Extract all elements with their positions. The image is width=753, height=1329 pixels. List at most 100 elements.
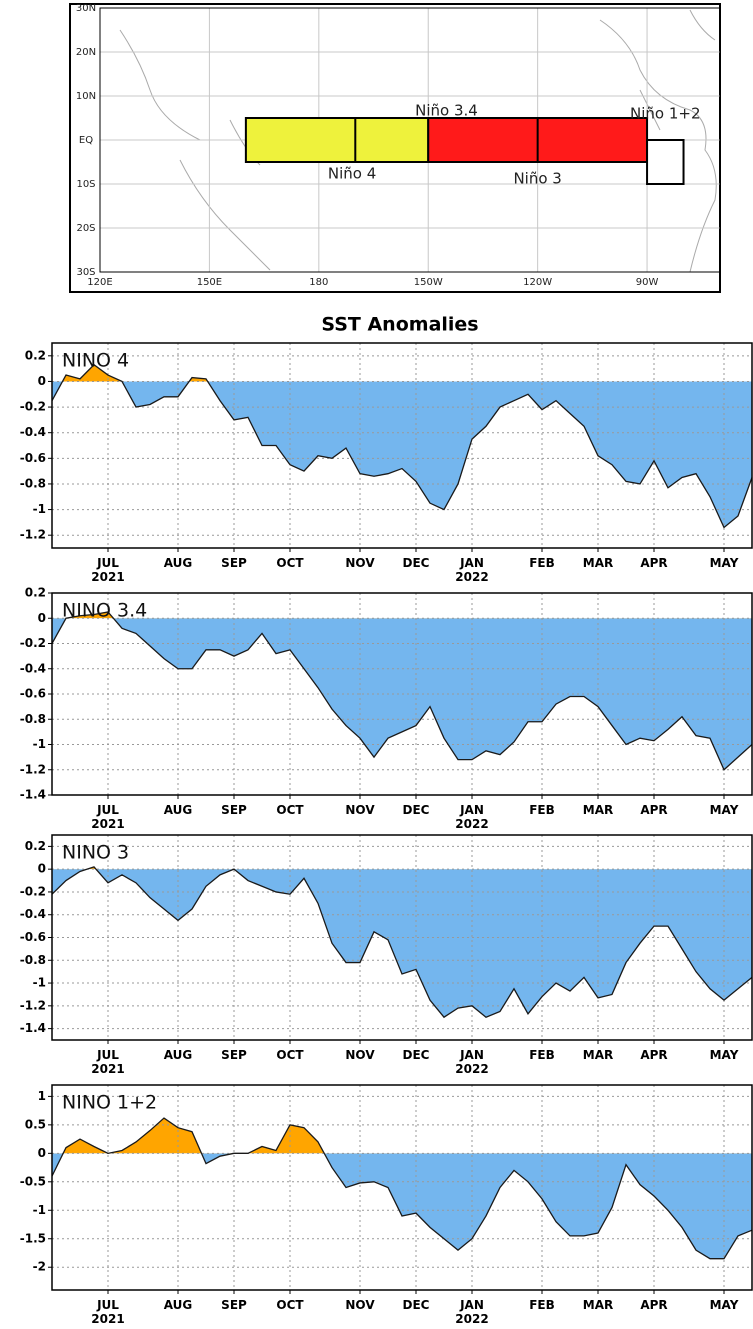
x-tick-label: APR <box>640 803 667 817</box>
y-tick-label: 1 <box>38 1089 46 1103</box>
y-tick-label: -1.4 <box>20 788 46 802</box>
x-tick-label: AUG <box>164 803 193 817</box>
y-tick-label: -1.2 <box>20 998 46 1012</box>
x-tick-label: NOV <box>345 556 375 570</box>
y-tick-label: -0.6 <box>20 930 46 944</box>
x-tick-label: NOV <box>345 1298 375 1312</box>
x-tick-label: SEP <box>221 803 247 817</box>
y-tick-label: -0.2 <box>20 400 46 414</box>
y-tick-label: 0 <box>38 374 46 388</box>
x-tick-label: MAR <box>583 556 613 570</box>
x-tick-label: MAR <box>583 1298 613 1312</box>
map-lon-label: 120E <box>87 277 112 288</box>
x-tick-label: AUG <box>164 556 193 570</box>
map-plot-frame <box>99 7 721 273</box>
x-tick-label: SEP <box>221 1298 247 1312</box>
map-lat-label: 10S <box>76 179 95 190</box>
coastline <box>119 9 717 273</box>
x-tick-label: OCT <box>276 803 304 817</box>
x-tick-label: MAR <box>583 803 613 817</box>
map-lon-label: 150E <box>197 277 222 288</box>
x-tick-label: JUL 2021 <box>91 556 124 584</box>
x-tick-label: APR <box>640 1298 667 1312</box>
y-tick-label: -0.4 <box>20 425 46 439</box>
map-lat-label: 30S <box>76 267 95 278</box>
y-tick-label: -2 <box>33 1260 46 1274</box>
anomaly-line <box>51 363 753 529</box>
map-lon-label: 150W <box>414 277 443 288</box>
y-tick-label: 0 <box>38 862 46 876</box>
x-tick-label: FEB <box>529 1298 555 1312</box>
y-tick-label: -0.8 <box>20 953 46 967</box>
x-tick-label: MAY <box>710 556 739 570</box>
y-tick-label: -1.5 <box>20 1231 46 1245</box>
y-tick-label: -0.6 <box>20 451 46 465</box>
y-tick-label: 0 <box>38 611 46 625</box>
y-tick-label: 0.2 <box>25 348 46 362</box>
x-tick-label: NOV <box>345 803 375 817</box>
panel-title: NINO 3 <box>62 842 129 864</box>
map-lat-label: 20N <box>76 47 96 58</box>
negative-area <box>52 869 752 1018</box>
y-tick-label: -0.4 <box>20 907 46 921</box>
negative-area <box>52 618 752 770</box>
x-tick-label: JUL 2021 <box>91 803 124 831</box>
x-tick-label: SEP <box>221 556 247 570</box>
x-tick-label: MAY <box>710 1048 739 1062</box>
y-tick-label: -1 <box>33 1203 46 1217</box>
map-lon-label: 120W <box>523 277 552 288</box>
map-lat-label: 10N <box>76 91 96 102</box>
x-tick-label: APR <box>640 1048 667 1062</box>
x-tick-label: DEC <box>403 1048 430 1062</box>
y-tick-label: -0.5 <box>20 1174 46 1188</box>
plot-frame <box>51 342 753 549</box>
x-tick-label: DEC <box>403 803 430 817</box>
region-label: Niño 1+2 <box>630 105 701 123</box>
y-tick-label: -0.4 <box>20 661 46 675</box>
y-tick-label: -0.2 <box>20 636 46 650</box>
x-tick-label: AUG <box>164 1048 193 1062</box>
x-tick-label: JAN 2022 <box>455 1048 488 1076</box>
x-tick-label: MAY <box>710 803 739 817</box>
nino-region <box>354 117 539 163</box>
y-tick-label: 0 <box>38 1146 46 1160</box>
map-lon-label: 90W <box>636 277 659 288</box>
x-tick-label: OCT <box>276 1298 304 1312</box>
y-tick-label: 0.2 <box>25 839 46 853</box>
y-tick-label: -1.4 <box>20 1021 46 1035</box>
y-tick-label: -0.6 <box>20 687 46 701</box>
region-label: Niño 3 <box>513 170 561 188</box>
x-tick-label: OCT <box>276 556 304 570</box>
x-tick-label: FEB <box>529 803 555 817</box>
y-tick-label: -1.2 <box>20 762 46 776</box>
x-tick-label: DEC <box>403 1298 430 1312</box>
x-tick-label: MAY <box>710 1298 739 1312</box>
y-tick-label: -0.2 <box>20 884 46 898</box>
y-tick-label: 0.2 <box>25 586 46 600</box>
negative-area <box>52 1153 752 1259</box>
plot-frame <box>51 1084 753 1291</box>
y-tick-label: -1 <box>33 976 46 990</box>
x-tick-label: JUL 2021 <box>91 1298 124 1326</box>
nino-region <box>646 139 685 185</box>
figure-title: SST Anomalies <box>321 314 478 336</box>
x-tick-label: DEC <box>403 556 430 570</box>
x-tick-label: FEB <box>529 1048 555 1062</box>
negative-area <box>52 381 752 528</box>
y-tick-label: -1.2 <box>20 528 46 542</box>
map-lat-label: EQ <box>79 135 93 146</box>
anomaly-line <box>51 611 753 771</box>
x-tick-label: AUG <box>164 1298 193 1312</box>
y-tick-label: -0.8 <box>20 712 46 726</box>
panel-title: NINO 1+2 <box>62 1092 157 1114</box>
x-tick-label: FEB <box>529 556 555 570</box>
x-tick-label: JAN 2022 <box>455 803 488 831</box>
x-tick-label: JAN 2022 <box>455 556 488 584</box>
panel-title: NINO 3.4 <box>62 600 147 622</box>
x-tick-label: JUL 2021 <box>91 1048 124 1076</box>
anomaly-line <box>51 1117 753 1260</box>
y-tick-label: -1 <box>33 502 46 516</box>
map-lat-label: 30N <box>76 3 96 14</box>
region-label: Niño 3.4 <box>415 102 478 120</box>
